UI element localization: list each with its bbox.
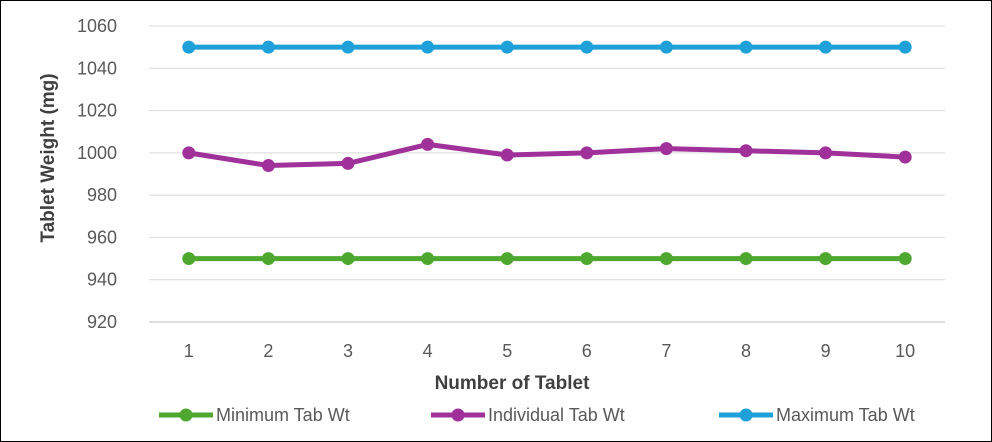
x-tick-label: 6: [582, 341, 592, 361]
data-point: [182, 146, 196, 160]
data-point: [739, 40, 753, 54]
legend-swatch-marker: [179, 408, 193, 422]
data-point: [421, 40, 435, 54]
series-line: [186, 141, 908, 169]
x-tick-label: 10: [895, 341, 915, 361]
data-point: [580, 146, 594, 160]
legend-item: Maximum Tab Wt: [719, 405, 915, 425]
data-point: [898, 252, 912, 266]
data-point: [500, 148, 514, 162]
x-tick-label: 8: [741, 341, 751, 361]
data-point: [659, 142, 673, 156]
data-point: [898, 40, 912, 54]
data-point: [182, 252, 196, 266]
data-point: [421, 137, 435, 151]
data-point: [659, 252, 673, 266]
data-point: [261, 159, 275, 173]
legend-label: Individual Tab Wt: [488, 405, 625, 425]
legend: Minimum Tab Wt Individual Tab Wt Maximum T…: [159, 405, 915, 425]
x-tick-label: 2: [263, 341, 273, 361]
x-tick-label: 3: [343, 341, 353, 361]
data-point: [341, 40, 355, 54]
data-point: [182, 40, 196, 54]
data-point: [739, 252, 753, 266]
x-tick-label: 7: [661, 341, 671, 361]
data-point: [580, 40, 594, 54]
series-minimum-tab-wt: [182, 252, 912, 266]
data-point: [580, 252, 594, 266]
series-group: [182, 40, 912, 266]
data-point: [898, 150, 912, 164]
data-point: [261, 40, 275, 54]
x-tick-label: 9: [821, 341, 831, 361]
y-tick-label: 920: [87, 312, 117, 332]
legend-swatch-marker: [739, 408, 753, 422]
data-point: [500, 40, 514, 54]
data-point: [819, 146, 833, 160]
data-point: [341, 252, 355, 266]
legend-item: Minimum Tab Wt: [159, 405, 350, 425]
data-point: [500, 252, 514, 266]
y-tick-label: 940: [87, 270, 117, 290]
x-tick-label: 5: [502, 341, 512, 361]
y-tick-label: 1020: [77, 101, 117, 121]
y-tick-label: 960: [87, 227, 117, 247]
y-axis-tick-labels: 920 940 960 980 1000 1020 1040 1060: [77, 16, 117, 332]
x-tick-label: 1: [184, 341, 194, 361]
y-tick-label: 1000: [77, 143, 117, 163]
series-maximum-tab-wt: [182, 40, 912, 54]
data-point: [341, 156, 355, 170]
y-tick-label: 1040: [77, 58, 117, 78]
data-point: [739, 144, 753, 158]
y-tick-label: 980: [87, 185, 117, 205]
legend-item: Individual Tab Wt: [431, 405, 625, 425]
x-axis-tick-labels: 1 2 3 4 5 6 7 8 9 10: [184, 341, 915, 361]
series-individual-tab-wt: [182, 137, 912, 173]
data-point: [819, 40, 833, 54]
data-point: [659, 40, 673, 54]
y-axis-title: Tablet Weight (mg): [38, 73, 59, 242]
legend-label: Maximum Tab Wt: [776, 405, 915, 425]
legend-swatch-marker: [451, 408, 465, 422]
data-point: [819, 252, 833, 266]
gridlines: [149, 25, 945, 323]
data-point: [261, 252, 275, 266]
legend-label: Minimum Tab Wt: [216, 405, 350, 425]
x-tick-label: 4: [423, 341, 433, 361]
data-point: [421, 252, 435, 266]
x-axis-title: Number of Tablet: [435, 373, 590, 394]
y-tick-label: 1060: [77, 16, 117, 36]
